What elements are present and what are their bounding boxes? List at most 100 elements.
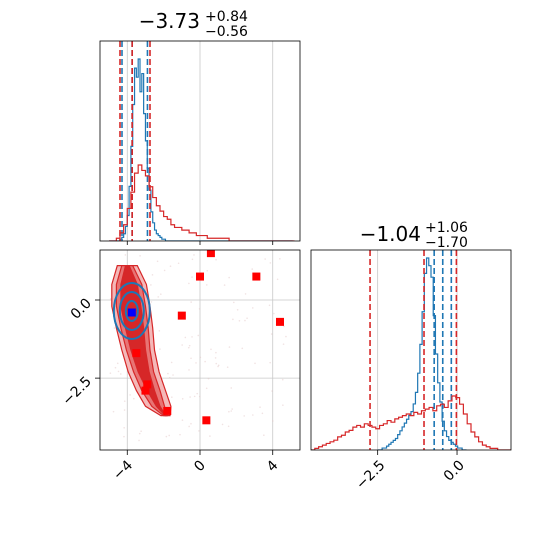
sample-dot bbox=[227, 425, 230, 428]
sample-dot bbox=[169, 265, 172, 267]
sample-dot bbox=[271, 390, 273, 392]
sample-dot bbox=[114, 366, 117, 369]
sample-dot bbox=[214, 357, 217, 359]
sample-dot bbox=[123, 427, 125, 429]
sample-dot bbox=[160, 293, 162, 295]
sample-dot bbox=[171, 396, 173, 398]
sample-dot bbox=[241, 347, 244, 350]
sample-dot bbox=[273, 312, 275, 315]
sample-dot bbox=[210, 348, 212, 351]
sample-dot bbox=[191, 276, 193, 278]
tick-label: 0 bbox=[191, 458, 209, 476]
sample-dot bbox=[198, 308, 201, 310]
panel-bottom-left-contour: −4 0 4 0.0 −2.5 bbox=[59, 249, 301, 483]
panel-frame bbox=[310, 249, 512, 451]
sample-dot bbox=[181, 344, 183, 346]
tick-label: 4 bbox=[264, 457, 282, 475]
tick-label: −2.5 bbox=[353, 458, 388, 493]
sample-dot bbox=[238, 319, 241, 322]
sample-dot bbox=[282, 343, 285, 345]
sample-dot bbox=[179, 433, 181, 436]
tick-label: 0.0 bbox=[68, 296, 95, 323]
sample-dot bbox=[261, 412, 264, 415]
sample-dot bbox=[231, 408, 233, 410]
sample-dot bbox=[113, 327, 116, 329]
sample-dot bbox=[251, 268, 254, 270]
title-bottom-right-plus: +1.06 bbox=[425, 220, 468, 236]
sample-dot bbox=[139, 255, 141, 257]
blue-contour-0 bbox=[112, 281, 151, 340]
sample-dot bbox=[259, 406, 261, 408]
sample-dot bbox=[269, 262, 272, 264]
sample-dot bbox=[138, 432, 141, 435]
red-square-marker bbox=[252, 272, 261, 281]
sample-dot bbox=[197, 334, 200, 337]
sample-dot bbox=[236, 309, 239, 311]
sample-dot bbox=[244, 319, 246, 322]
sample-dot bbox=[187, 346, 190, 349]
sample-dot bbox=[177, 262, 180, 265]
sample-dot bbox=[209, 435, 211, 437]
sample-dot bbox=[276, 278, 279, 281]
sample-dot bbox=[133, 397, 135, 400]
red-square-marker bbox=[143, 380, 152, 389]
sample-dot bbox=[252, 414, 254, 416]
red-square-marker bbox=[132, 349, 141, 358]
sample-dot bbox=[188, 425, 190, 428]
blue-contour-2 bbox=[124, 299, 139, 322]
sample-dot bbox=[279, 257, 281, 260]
sample-dot bbox=[205, 387, 208, 390]
sample-dot bbox=[193, 254, 195, 256]
title-bottom-right-value: −1.04 bbox=[360, 222, 421, 246]
title-top-left-minus: −0.56 bbox=[205, 24, 248, 40]
sample-dot bbox=[244, 293, 247, 295]
blue-square-marker bbox=[127, 308, 136, 317]
title-top-left-plus: +0.84 bbox=[205, 9, 248, 25]
sample-dot bbox=[112, 410, 115, 413]
sample-dot bbox=[223, 284, 226, 286]
sample-dot bbox=[282, 404, 284, 406]
sample-dot bbox=[156, 260, 159, 263]
sample-dot bbox=[217, 365, 219, 368]
red-square-marker bbox=[276, 317, 284, 326]
red-square-marker bbox=[163, 406, 172, 415]
sample-dot bbox=[264, 258, 266, 260]
sample-dot bbox=[163, 269, 166, 272]
sample-dot bbox=[167, 372, 169, 375]
sample-dot bbox=[190, 422, 192, 425]
title-bottom-right: −1.04 +1.06 −1.70 bbox=[360, 220, 468, 251]
sample-dot bbox=[159, 348, 161, 350]
sample-dot bbox=[158, 330, 161, 332]
sample-dot bbox=[184, 336, 187, 339]
sample-dot bbox=[181, 397, 184, 400]
sample-dot bbox=[109, 372, 112, 374]
sample-dot bbox=[243, 415, 245, 417]
sample-dot bbox=[124, 254, 127, 256]
sample-dot bbox=[221, 423, 224, 426]
red-square-marker bbox=[141, 386, 150, 395]
title-bottom-right-minus: −1.70 bbox=[425, 235, 468, 251]
red-square-marker bbox=[206, 250, 215, 258]
sample-dot bbox=[246, 317, 248, 320]
sample-dot bbox=[271, 420, 274, 422]
sample-dot bbox=[283, 325, 285, 328]
histogram-step-series-1 bbox=[311, 395, 511, 450]
sample-dot bbox=[190, 357, 192, 360]
sample-dot bbox=[232, 301, 235, 304]
sample-dot bbox=[123, 435, 125, 438]
sample-dot bbox=[228, 410, 230, 413]
sample-dot bbox=[157, 296, 160, 298]
histogram-step-series-1 bbox=[109, 164, 295, 241]
tick-label: −4 bbox=[110, 457, 136, 483]
sample-dot bbox=[196, 392, 199, 395]
sample-dot bbox=[189, 396, 191, 398]
panel-top-left-histogram bbox=[99, 40, 301, 245]
sample-dot bbox=[198, 430, 200, 432]
title-top-left: −3.73 +0.84 −0.56 bbox=[139, 9, 248, 40]
sample-dot bbox=[207, 377, 210, 380]
sample-dot bbox=[140, 430, 142, 433]
sample-dot bbox=[269, 361, 271, 364]
sample-dot bbox=[117, 370, 120, 373]
sample-dot bbox=[129, 394, 131, 396]
sample-dot bbox=[188, 344, 191, 347]
